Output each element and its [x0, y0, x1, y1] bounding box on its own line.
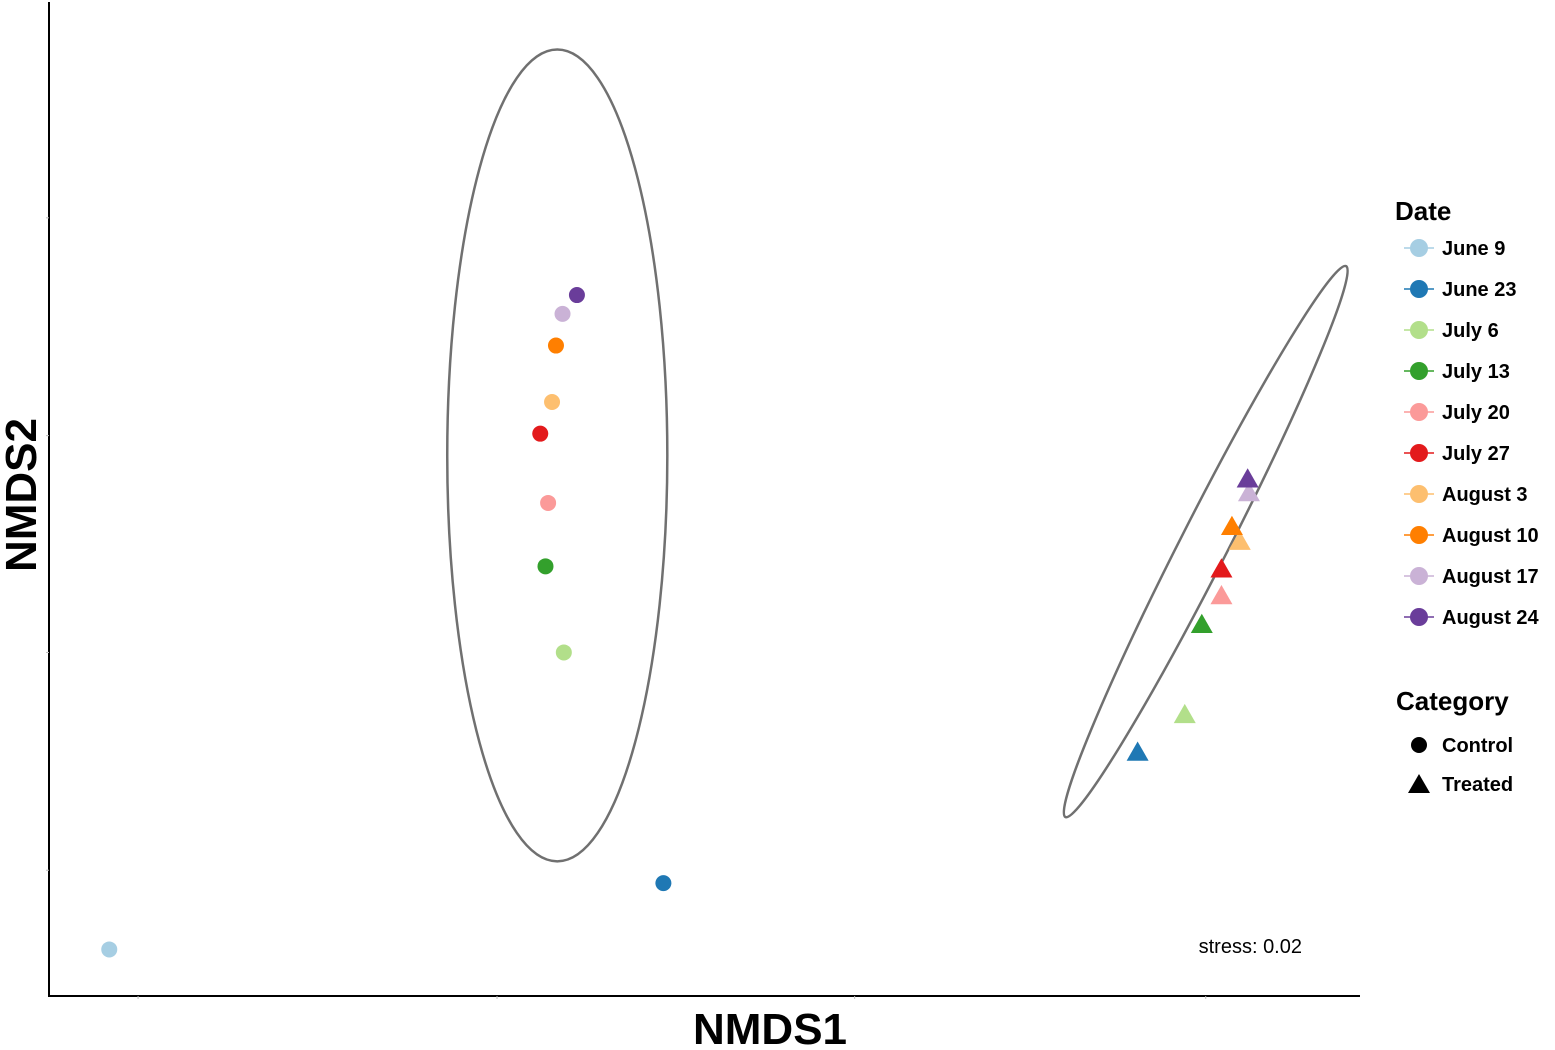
point-treated-july-27 — [1210, 558, 1233, 578]
legend-label-august-24: August 24 — [1442, 607, 1540, 629]
legend-swatch-august-10 — [1410, 526, 1428, 544]
legend-label-august-17: August 17 — [1442, 566, 1539, 588]
legend-item-july-27: July 27 — [1404, 443, 1510, 465]
legend-item-treated: Treated — [1408, 774, 1513, 796]
y-axis-ticks — [46, 217, 49, 871]
point-treated-august-24 — [1236, 468, 1259, 488]
legend-label-august-10: August 10 — [1442, 525, 1539, 547]
point-treated-july-20 — [1210, 585, 1233, 605]
point-control-august-3 — [544, 393, 561, 410]
legend-item-july-13: July 13 — [1404, 361, 1510, 383]
data-points — [101, 287, 1260, 958]
legend-category-title: Category — [1396, 686, 1509, 716]
legend-item-august-24: August 24 — [1404, 607, 1540, 629]
legend-swatch-july-6 — [1410, 321, 1428, 339]
legend-label-june-23: June 23 — [1442, 279, 1516, 301]
legend-item-june-23: June 23 — [1404, 279, 1516, 301]
legend-item-june-9: June 9 — [1404, 238, 1505, 260]
legend-item-august-17: August 17 — [1404, 566, 1539, 588]
legend-swatch-august-17 — [1410, 567, 1428, 585]
point-control-july-27 — [532, 425, 549, 442]
point-treated-june-23 — [1126, 741, 1149, 761]
legend-swatch-july-20 — [1410, 403, 1428, 421]
point-control-july-20 — [540, 494, 557, 511]
point-treated-august-3 — [1228, 530, 1251, 550]
x-axis-title: NMDS1 — [693, 1005, 847, 1050]
legend-label-august-3: August 3 — [1442, 484, 1528, 506]
legend-date-entries: June 9 June 23 July 6 July 13 July 20 July 27… — [1404, 238, 1540, 629]
point-control-august-17 — [554, 305, 571, 322]
legend-swatch-august-24 — [1410, 608, 1428, 626]
legend-label-july-27: July 27 — [1442, 443, 1510, 465]
point-control-august-10 — [547, 337, 564, 354]
y-axis-title: NMDS2 — [0, 418, 46, 572]
legend-item-august-10: August 10 — [1404, 525, 1539, 547]
legend-swatch-june-23 — [1410, 280, 1428, 298]
legend-label-control: Control — [1442, 735, 1513, 757]
legend-swatch-july-13 — [1410, 362, 1428, 380]
legend-label-treated: Treated — [1442, 774, 1513, 796]
point-treated-july-6 — [1173, 703, 1196, 724]
legend-label-july-13: July 13 — [1442, 361, 1510, 383]
legend-item-august-3: August 3 — [1404, 484, 1528, 506]
point-control-june-23 — [655, 875, 672, 892]
ellipse-treated — [1062, 264, 1349, 819]
point-control-july-13 — [537, 558, 554, 575]
point-treated-july-13 — [1190, 613, 1213, 633]
ellipse-control — [445, 48, 669, 863]
legend-label-july-20: July 20 — [1442, 402, 1510, 424]
legend-category-entries: Control Treated — [1408, 735, 1513, 796]
legend-date-title: Date — [1395, 196, 1451, 226]
legend-label-july-6: July 6 — [1442, 320, 1499, 342]
point-control-june-9 — [101, 941, 118, 958]
point-control-august-24 — [568, 287, 585, 304]
legend-shape-control — [1411, 737, 1427, 753]
confidence-ellipses — [445, 48, 1349, 863]
legend-swatch-august-3 — [1410, 485, 1428, 503]
stress-annotation: stress: 0.02 — [1199, 936, 1302, 958]
legend-item-control: Control — [1411, 735, 1513, 757]
plot-area: stress: 0.02 — [46, 2, 1360, 999]
legend-label-june-9: June 9 — [1442, 238, 1505, 260]
legend-item-july-20: July 20 — [1404, 402, 1510, 424]
legend-item-july-6: July 6 — [1404, 320, 1499, 342]
point-control-july-6 — [555, 644, 572, 661]
legend-shape-treated — [1408, 774, 1430, 793]
point-treated-august-17 — [1237, 482, 1260, 502]
x-axis-ticks — [137, 996, 1207, 999]
legend-swatch-july-27 — [1410, 444, 1428, 462]
point-treated-august-10 — [1220, 515, 1243, 535]
legend-swatch-june-9 — [1410, 239, 1428, 257]
